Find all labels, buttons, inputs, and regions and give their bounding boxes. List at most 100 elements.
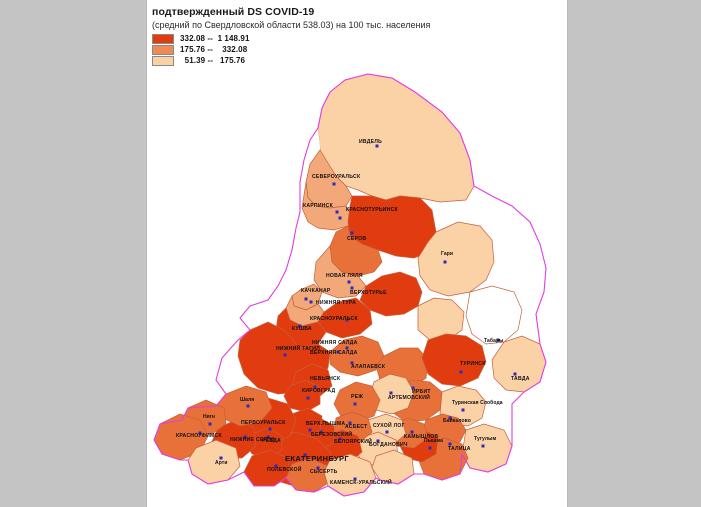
city-label: Туринская Слобода (452, 399, 503, 406)
city-dot-icon (309, 300, 313, 304)
city-marker[interactable]: БОГДАНОВИЧ (369, 439, 408, 449)
city-marker[interactable]: СЕВЕРОУРАЛЬСК (312, 174, 361, 186)
city-marker[interactable]: СУХОЙ ЛОГ (373, 421, 405, 434)
city-marker[interactable]: КРАСНОУРАЛЬСК (310, 316, 358, 322)
city-marker[interactable]: КРАСНОТУРЬИНСК (338, 207, 399, 220)
city-label: НЕВЬЯНСК (310, 376, 341, 382)
city-marker[interactable]: КУШВА (292, 324, 312, 333)
city-marker[interactable]: Шаля (240, 397, 254, 408)
city-label: ИВДЕЛЬ (359, 139, 382, 145)
city-marker[interactable]: НИЖНЯЯ ТУРА (309, 300, 357, 306)
city-dot-icon (338, 216, 342, 220)
city-marker[interactable]: КАРПИНСК (303, 203, 339, 214)
city-label: КАМЫШЛОВ (404, 434, 438, 440)
city-label: ПОЛЕВСКОЙ (267, 465, 302, 473)
city-label: БЕРЕЗОВСКИЙ (311, 430, 352, 438)
city-label: НИЖНЯЯ САЛДА (312, 340, 358, 346)
city-marker[interactable]: НЕВЬЯНСК (310, 376, 341, 389)
city-dot-icon (350, 286, 354, 290)
city-marker[interactable]: ВЕРХОТУРЬЕ (350, 286, 387, 297)
city-marker[interactable]: КИРОВГРАД (302, 388, 335, 400)
city-marker[interactable]: Пышма (424, 438, 443, 450)
city-dot-icon (496, 338, 500, 342)
city-label: НИЖНИЙ ТАГИЛ (276, 344, 320, 352)
city-dot-icon (353, 477, 357, 481)
city-label: Табары (484, 337, 504, 344)
city-marker[interactable]: Нягн (203, 414, 215, 426)
city-marker[interactable]: ТАЛИЦА (448, 442, 471, 453)
city-label: Нягн (203, 414, 215, 420)
city-dot-icon (243, 435, 247, 439)
city-marker[interactable]: Табары (484, 337, 504, 344)
city-dot-icon (350, 231, 354, 235)
city-marker[interactable]: ТАВДА (511, 372, 530, 383)
city-label: КРАСНОТУРЬИНСК (346, 207, 399, 213)
choropleth-map[interactable]: .p{stroke:#c4603c;stroke-width:.7;} (147, 0, 567, 507)
city-marker[interactable]: БЕЛОЯРСКИЙ (334, 437, 372, 445)
city-dot-icon (319, 430, 323, 434)
city-label: АСБЕСТ (345, 424, 368, 430)
city-label: ИРБИТ (412, 389, 431, 395)
city-marker[interactable]: АРТЕМОВСКИЙ (388, 391, 430, 402)
city-label: СЫСЕРТЬ (310, 469, 338, 475)
city-marker[interactable]: РЕВДА (262, 435, 281, 445)
city-dot-icon (274, 464, 278, 468)
city-marker[interactable]: Туринская Слобода (452, 399, 503, 412)
city-marker[interactable]: Байкалово (443, 416, 471, 425)
city-marker[interactable]: Арти (215, 456, 228, 467)
city-marker[interactable]: Тугулым (474, 436, 496, 448)
city-marker[interactable]: КАЧКАНАР (301, 288, 331, 301)
city-marker[interactable]: ТУРИНСК (459, 361, 487, 374)
city-dot-icon (198, 431, 202, 435)
city-label: АЛАПАЕВСК (351, 364, 386, 370)
city-label: КАЧКАНАР (301, 288, 331, 294)
city-dot-icon (332, 182, 336, 186)
city-marker[interactable]: АСБЕСТ (345, 421, 368, 431)
legend-subtitle: (средний по Свердловской области 538.03)… (152, 20, 431, 30)
legend-title: подтвержденный DS COVID-19 (152, 6, 315, 18)
city-label: Пышма (424, 438, 443, 444)
city-dot-icon (316, 466, 320, 470)
city-marker[interactable]: ИВДЕЛЬ (359, 139, 382, 148)
city-marker[interactable]: НИЖНИЕ СЕРГИ (230, 435, 274, 444)
city-marker[interactable]: РЕЖ (351, 394, 363, 406)
city-marker[interactable]: ЕКАТЕРИНБУРГ (285, 453, 349, 464)
city-marker[interactable]: ПЕРВОУРАЛЬСК (241, 420, 286, 431)
legend-swatch (152, 33, 174, 44)
city-dot-icon (389, 391, 393, 395)
city-dot-icon (345, 318, 349, 322)
city-dot-icon (448, 416, 452, 420)
city-dot-icon (268, 427, 272, 431)
city-marker[interactable]: НИЖНИЙ ТАГИЛ (276, 344, 320, 357)
legend-row: 51.39 -- 175.76 (152, 55, 564, 66)
legend-range-label: 51.39 -- 175.76 (180, 56, 246, 65)
city-label: РЕВДА (262, 438, 281, 444)
city-marker[interactable]: ВЕРХ.ПЫШМА (306, 421, 345, 432)
city-marker[interactable]: СЫСЕРТЬ (310, 466, 338, 476)
city-marker[interactable]: НИЖНЯЯ САЛДА (312, 340, 358, 350)
city-marker[interactable]: НОВАЯ ЛЯЛЯ (326, 273, 363, 284)
legend-row: 175.76 -- 332.08 (152, 44, 564, 55)
city-label: СЕРОВ (347, 236, 366, 242)
city-marker[interactable]: АЛАПАЕВСК (350, 361, 386, 371)
city-dot-icon (338, 437, 342, 441)
city-dot-icon (335, 210, 339, 214)
legend-range-label: 175.76 -- 332.08 (180, 45, 248, 54)
city-marker[interactable]: Гари (441, 251, 453, 264)
city-dot-icon (443, 260, 447, 264)
legend-class-list: 332.08 -- 1 148.91 175.76 -- 332.08 51.39… (152, 33, 564, 66)
city-marker[interactable]: ВЕРХНЯЯ САЛДА (310, 350, 358, 356)
city-label: НОВАЯ ЛЯЛЯ (326, 273, 363, 279)
city-label: ВЕРХОТУРЬЕ (350, 290, 387, 296)
city-marker[interactable]: БЕРЕЗОВСКИЙ (311, 430, 352, 438)
city-marker[interactable]: КАМЫШЛОВ (404, 430, 438, 441)
city-dot-icon (459, 370, 463, 374)
city-marker[interactable]: СЕРОВ (347, 231, 366, 243)
city-marker[interactable]: КАМЕНСК-УРАЛЬСКИЙ (330, 477, 392, 487)
city-marker[interactable]: КРАСНОУФИМСК (176, 431, 222, 440)
city-label: ВЕРХ.ПЫШМА (306, 421, 345, 427)
legend-row: 332.08 -- 1 148.91 (152, 33, 564, 44)
city-marker[interactable]: ПОЛЕВСКОЙ (267, 464, 302, 474)
city-marker[interactable]: ИРБИТ (411, 386, 432, 396)
